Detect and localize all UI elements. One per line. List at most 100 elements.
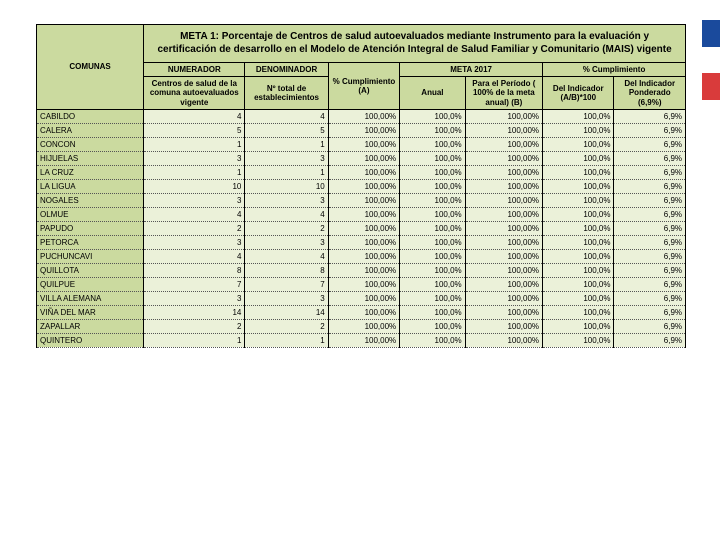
cell-numerador: 7 — [144, 277, 245, 291]
cell-comuna: CONCON — [37, 137, 144, 151]
cell-ponderado: 6,9% — [614, 109, 686, 123]
cell-periodo: 100,00% — [465, 179, 542, 193]
header-pct-cumpl: % Cumplimiento (A) — [328, 63, 399, 110]
cell-denominador: 3 — [245, 151, 328, 165]
cell-indicador: 100,0% — [543, 165, 614, 179]
cell-comuna: OLMUE — [37, 207, 144, 221]
cell-pct: 100,00% — [328, 263, 399, 277]
cell-anual: 100,0% — [400, 193, 465, 207]
cell-periodo: 100,00% — [465, 277, 542, 291]
cell-numerador: 1 — [144, 333, 245, 347]
cell-denominador: 10 — [245, 179, 328, 193]
cell-indicador: 100,0% — [543, 151, 614, 165]
cell-ponderado: 6,9% — [614, 263, 686, 277]
header-cumpl-group: % Cumplimiento — [543, 63, 686, 77]
header-sub-ind: Del Indicador (A/B)*100 — [543, 77, 614, 110]
header-sub-num: Centros de salud de la comuna autoevalua… — [144, 77, 245, 110]
cell-pct: 100,00% — [328, 165, 399, 179]
cell-anual: 100,0% — [400, 179, 465, 193]
cell-indicador: 100,0% — [543, 305, 614, 319]
cell-ponderado: 6,9% — [614, 235, 686, 249]
cell-comuna: CALERA — [37, 123, 144, 137]
cell-anual: 100,0% — [400, 207, 465, 221]
cell-periodo: 100,00% — [465, 207, 542, 221]
cell-comuna: NOGALES — [37, 193, 144, 207]
table-row: PETORCA33100,00%100,0%100,00%100,0%6,9% — [37, 235, 686, 249]
cell-anual: 100,0% — [400, 137, 465, 151]
cell-numerador: 4 — [144, 249, 245, 263]
cell-denominador: 3 — [245, 235, 328, 249]
table-row: QUILPUE77100,00%100,0%100,00%100,0%6,9% — [37, 277, 686, 291]
cell-pct: 100,00% — [328, 221, 399, 235]
cell-anual: 100,0% — [400, 165, 465, 179]
cell-indicador: 100,0% — [543, 263, 614, 277]
cell-anual: 100,0% — [400, 235, 465, 249]
cell-anual: 100,0% — [400, 319, 465, 333]
cell-denominador: 3 — [245, 291, 328, 305]
cell-pct: 100,00% — [328, 123, 399, 137]
cell-comuna: LA CRUZ — [37, 165, 144, 179]
cell-denominador: 1 — [245, 333, 328, 347]
cell-denominador: 5 — [245, 123, 328, 137]
cell-periodo: 100,00% — [465, 193, 542, 207]
cell-indicador: 100,0% — [543, 277, 614, 291]
cell-pct: 100,00% — [328, 207, 399, 221]
cell-denominador: 7 — [245, 277, 328, 291]
cell-indicador: 100,0% — [543, 193, 614, 207]
cell-anual: 100,0% — [400, 151, 465, 165]
cell-pct: 100,00% — [328, 137, 399, 151]
cell-pct: 100,00% — [328, 319, 399, 333]
cell-numerador: 3 — [144, 235, 245, 249]
cell-numerador: 3 — [144, 193, 245, 207]
cell-periodo: 100,00% — [465, 151, 542, 165]
cell-comuna: CABILDO — [37, 109, 144, 123]
header-meta2017: META 2017 — [400, 63, 543, 77]
table-row: CONCON11100,00%100,0%100,00%100,0%6,9% — [37, 137, 686, 151]
cell-pct: 100,00% — [328, 333, 399, 347]
cell-indicador: 100,0% — [543, 333, 614, 347]
cell-comuna: PETORCA — [37, 235, 144, 249]
cell-denominador: 4 — [245, 249, 328, 263]
cell-ponderado: 6,9% — [614, 333, 686, 347]
cell-periodo: 100,00% — [465, 319, 542, 333]
cell-comuna: QUINTERO — [37, 333, 144, 347]
cell-anual: 100,0% — [400, 263, 465, 277]
cell-pct: 100,00% — [328, 193, 399, 207]
cell-periodo: 100,00% — [465, 165, 542, 179]
cell-ponderado: 6,9% — [614, 221, 686, 235]
cell-anual: 100,0% — [400, 333, 465, 347]
cell-indicador: 100,0% — [543, 249, 614, 263]
cell-anual: 100,0% — [400, 305, 465, 319]
cell-numerador: 1 — [144, 137, 245, 151]
cell-pct: 100,00% — [328, 277, 399, 291]
cell-denominador: 2 — [245, 221, 328, 235]
cell-numerador: 1 — [144, 165, 245, 179]
cell-comuna: HIJUELAS — [37, 151, 144, 165]
cell-anual: 100,0% — [400, 221, 465, 235]
cell-periodo: 100,00% — [465, 137, 542, 151]
header-sub-den: Nº total de establecimientos — [245, 77, 328, 110]
cell-pct: 100,00% — [328, 235, 399, 249]
cell-pct: 100,00% — [328, 179, 399, 193]
table-row: LA CRUZ11100,00%100,0%100,00%100,0%6,9% — [37, 165, 686, 179]
cell-numerador: 3 — [144, 151, 245, 165]
table-row: QUINTERO11100,00%100,0%100,00%100,0%6,9% — [37, 333, 686, 347]
cell-numerador: 4 — [144, 207, 245, 221]
cell-ponderado: 6,9% — [614, 123, 686, 137]
cell-periodo: 100,00% — [465, 109, 542, 123]
cell-denominador: 2 — [245, 319, 328, 333]
cell-pct: 100,00% — [328, 109, 399, 123]
cell-indicador: 100,0% — [543, 319, 614, 333]
cell-ponderado: 6,9% — [614, 207, 686, 221]
cell-indicador: 100,0% — [543, 137, 614, 151]
cell-pct: 100,00% — [328, 249, 399, 263]
cell-denominador: 1 — [245, 137, 328, 151]
cell-anual: 100,0% — [400, 109, 465, 123]
cell-anual: 100,0% — [400, 249, 465, 263]
cell-ponderado: 6,9% — [614, 277, 686, 291]
cell-ponderado: 6,9% — [614, 193, 686, 207]
cell-comuna: QUILPUE — [37, 277, 144, 291]
cell-indicador: 100,0% — [543, 123, 614, 137]
cell-comuna: VILLA ALEMANA — [37, 291, 144, 305]
cell-anual: 100,0% — [400, 277, 465, 291]
